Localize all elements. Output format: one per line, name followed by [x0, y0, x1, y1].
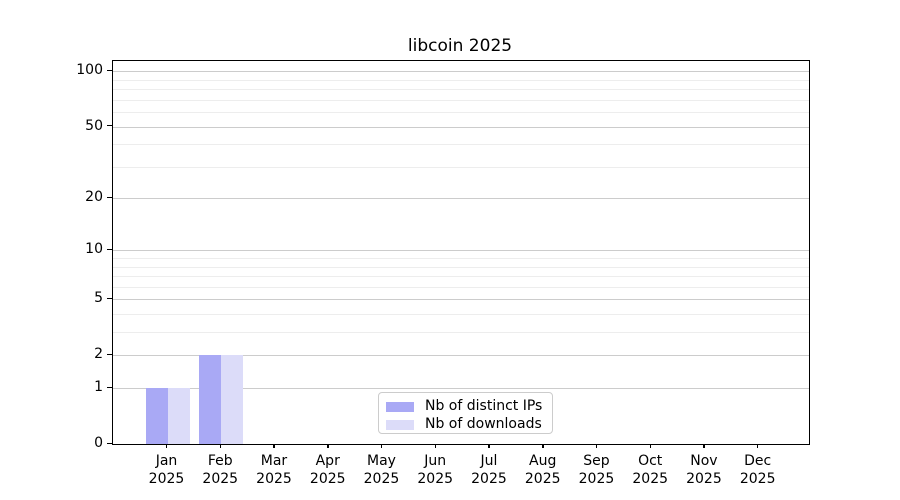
- x-axis-tick-label: May 2025: [363, 453, 400, 487]
- gridline-minor: [113, 258, 809, 260]
- x-axis-tick-label: Apr 2025: [309, 453, 346, 487]
- x-axis-tick-label: Mar 2025: [256, 453, 292, 487]
- x-axis-tick-mark: [649, 444, 651, 448]
- legend: Nb of distinct IPs Nb of downloads: [378, 392, 553, 434]
- legend-item-downloads: Nb of downloads: [386, 416, 544, 433]
- y-axis-tick-label: 20: [85, 189, 103, 206]
- y-axis-tick-mark: [107, 69, 112, 72]
- plot-area: [112, 60, 810, 445]
- legend-label-distinct-ips: Nb of distinct IPs: [425, 398, 543, 414]
- y-axis-tick-mark: [107, 353, 112, 356]
- x-axis-tick-mark: [757, 444, 759, 448]
- gridline-minor: [113, 166, 809, 168]
- y-axis-tick-label: 5: [94, 290, 103, 307]
- x-axis-tick-mark: [219, 444, 222, 448]
- gridline-major: [113, 299, 809, 301]
- gridline-minor: [113, 332, 809, 334]
- legend-label-downloads: Nb of downloads: [425, 416, 542, 432]
- bar-distinct-ips: [145, 388, 168, 444]
- gridline-minor: [113, 314, 809, 316]
- x-axis-tick-mark: [327, 444, 329, 448]
- x-axis-tick-mark: [380, 444, 383, 448]
- x-axis-tick-mark: [166, 444, 168, 448]
- y-axis-tick-label: 100: [76, 62, 103, 79]
- bar-downloads: [221, 355, 244, 444]
- x-axis-tick-label: Aug 2025: [524, 453, 561, 487]
- gridline-minor: [113, 99, 809, 101]
- bar-distinct-ips: [199, 355, 222, 444]
- x-axis-tick-label: Jun 2025: [417, 453, 454, 487]
- x-axis-tick-label: Feb 2025: [202, 453, 239, 487]
- gridline-minor: [113, 276, 809, 278]
- legend-item-distinct-ips: Nb of distinct IPs: [386, 398, 544, 415]
- x-axis-tick-mark: [434, 444, 437, 448]
- x-axis-tick-mark: [595, 444, 598, 448]
- legend-swatch-downloads-icon: [386, 419, 414, 430]
- y-axis-tick-label: 1: [94, 379, 103, 396]
- y-axis-tick-label: 10: [85, 241, 103, 258]
- gridline-major: [113, 388, 809, 390]
- x-axis-tick-label: Nov 2025: [686, 453, 722, 487]
- gridline-major: [113, 250, 809, 252]
- y-axis-tick-mark: [107, 196, 112, 199]
- y-axis-tick-mark: [107, 442, 112, 444]
- y-axis-tick-label: 2: [94, 346, 103, 363]
- x-axis-tick-mark: [488, 444, 490, 448]
- y-axis-tick-mark: [107, 386, 112, 388]
- bar-downloads: [167, 388, 190, 444]
- chart-title: libcoin 2025: [407, 36, 513, 56]
- gridline-minor: [113, 112, 809, 114]
- gridline-minor: [113, 144, 809, 146]
- gridline-major: [113, 126, 809, 128]
- gridline-minor: [113, 286, 809, 288]
- x-axis-tick-label: Jan 2025: [148, 453, 185, 487]
- y-axis-tick-mark: [107, 125, 112, 127]
- y-axis-tick-mark: [107, 297, 112, 300]
- x-axis-tick-label: Sep 2025: [578, 453, 615, 487]
- x-axis-tick-label: Oct 2025: [632, 453, 669, 487]
- x-axis-tick-label: Jul 2025: [471, 453, 507, 487]
- legend-swatch-distinct-ips-icon: [386, 401, 414, 412]
- y-axis-tick-label: 50: [85, 117, 103, 134]
- x-axis-tick-mark: [273, 444, 275, 448]
- gridline-major: [113, 71, 809, 73]
- gridline-major: [113, 355, 809, 357]
- gridline-minor: [113, 266, 809, 268]
- y-axis-tick-label: 0: [94, 435, 103, 451]
- y-axis-tick-mark: [107, 248, 112, 251]
- gridline-minor: [113, 79, 809, 81]
- gridline-minor: [113, 89, 809, 91]
- x-axis-tick-label: Dec 2025: [739, 453, 776, 487]
- x-axis-tick-mark: [542, 444, 544, 448]
- gridline-major: [113, 198, 809, 200]
- x-axis-tick-mark: [703, 444, 705, 448]
